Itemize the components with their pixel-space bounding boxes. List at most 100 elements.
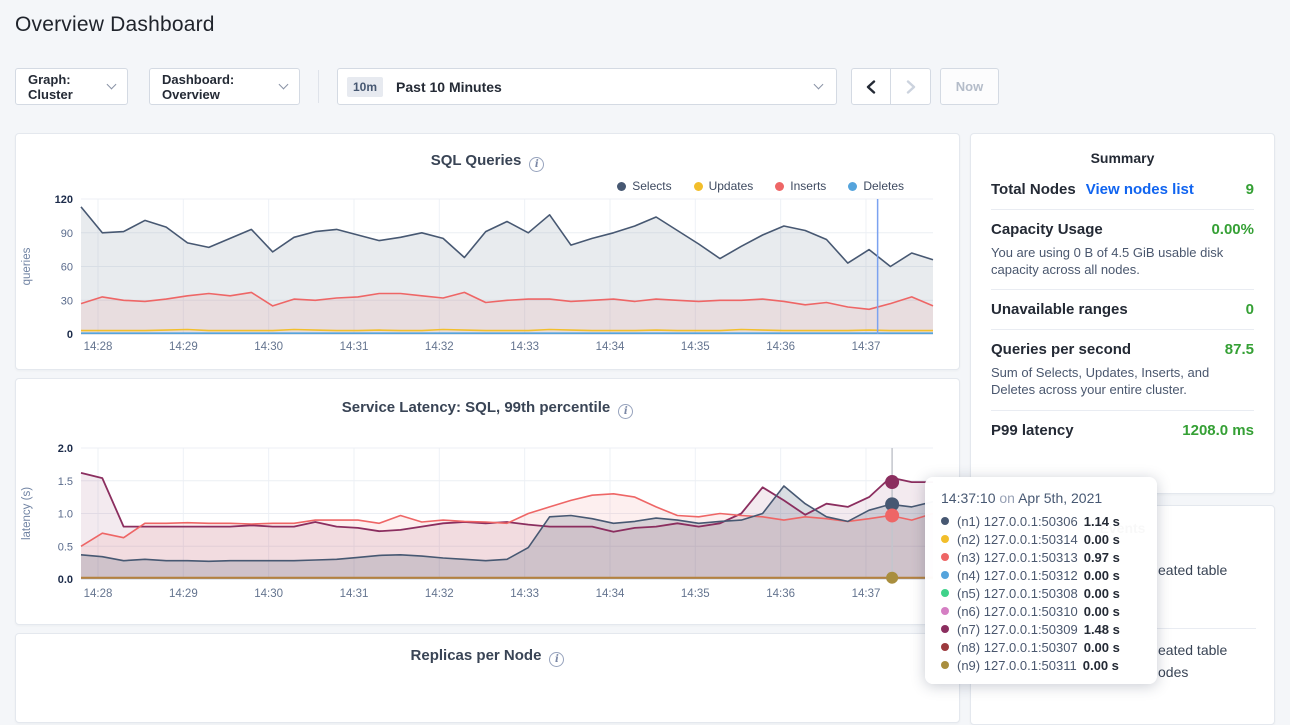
- tooltip-node-label: (n9) 127.0.0.1:50311: [957, 658, 1077, 673]
- legend-item[interactable]: Updates: [694, 179, 754, 193]
- event-item[interactable]: eated table: [1158, 559, 1227, 581]
- summary-description: Sum of Selects, Updates, Inserts, and De…: [991, 364, 1254, 398]
- tooltip-node-value: 1.14 s: [1084, 514, 1120, 529]
- next-time-button[interactable]: [891, 69, 930, 104]
- svg-text:0: 0: [67, 329, 73, 341]
- now-button[interactable]: Now: [940, 68, 999, 105]
- summary-value: 1208.0 ms: [1182, 422, 1254, 439]
- svg-text:latency (s): latency (s): [21, 487, 33, 540]
- chevron-down-icon: [814, 80, 824, 90]
- summary-value: 9: [1246, 181, 1254, 198]
- tooltip-node-label: (n7) 127.0.0.1:50309: [957, 622, 1078, 637]
- summary-row: Capacity Usage 0.00% You are using 0 B of …: [991, 209, 1254, 289]
- summary-description: You are using 0 B of 4.5 GiB usable disk…: [991, 244, 1254, 278]
- legend-item[interactable]: Deletes: [848, 179, 904, 193]
- tooltip-time: 14:37:10: [941, 490, 996, 506]
- time-range-label: Past 10 Minutes: [396, 79, 502, 95]
- tooltip-node-label: (n5) 127.0.0.1:50308: [957, 586, 1078, 601]
- service-latency-panel: 14:2814:2914:3014:3114:3214:3314:3414:35…: [15, 378, 960, 625]
- svg-text:30: 30: [61, 295, 73, 307]
- legend-dot-icon: [617, 182, 626, 191]
- chart-title-text: Service Latency: SQL, 99th percentile: [342, 399, 610, 416]
- summary-label: Total Nodes: [991, 181, 1076, 198]
- tooltip-row: (n8) 127.0.0.1:50307 0.00 s: [941, 638, 1141, 656]
- node-dot-icon: [941, 535, 949, 543]
- chart-title-text: SQL Queries: [431, 152, 522, 169]
- node-dot-icon: [941, 589, 949, 597]
- page-title: Overview Dashboard: [15, 13, 215, 37]
- summary-row: Queries per second87.5Sum of Selects, Up…: [991, 329, 1254, 409]
- svg-text:14:36: 14:36: [766, 341, 795, 353]
- dashboard-dropdown[interactable]: Dashboard: Overview: [149, 68, 300, 105]
- tooltip-rows: (n1) 127.0.0.1:503061.14 s(n2) 127.0.0.1…: [941, 512, 1141, 674]
- svg-text:2.0: 2.0: [58, 443, 73, 455]
- tooltip-node-label: (n4) 127.0.0.1:50312: [957, 568, 1078, 583]
- tooltip-row: (n9) 127.0.0.1:503110.00 s: [941, 656, 1141, 674]
- toolbar-divider: [318, 70, 319, 103]
- event-text: eated table: [1158, 639, 1227, 661]
- replicas-panel: Replicas per Nodei: [15, 633, 960, 723]
- info-icon[interactable]: i: [549, 652, 564, 667]
- chevron-down-icon: [107, 80, 117, 90]
- tooltip-node-label: (n3) 127.0.0.1:50313: [957, 550, 1078, 565]
- tooltip-on: on: [999, 490, 1015, 506]
- summary-label: P99 latency: [991, 422, 1074, 439]
- tooltip-row: (n2) 127.0.0.1:50314 0.00 s: [941, 530, 1141, 548]
- legend-label: Updates: [709, 179, 754, 193]
- legend-item[interactable]: Selects: [617, 179, 671, 193]
- legend-item[interactable]: Inserts: [775, 179, 826, 193]
- tooltip-node-value: 0.00 s: [1084, 640, 1120, 655]
- event-item[interactable]: eated tableodes: [1158, 639, 1227, 683]
- node-dot-icon: [941, 643, 949, 651]
- node-dot-icon: [941, 607, 949, 615]
- summary-label: Capacity Usage: [991, 221, 1103, 238]
- event-text: eated table: [1158, 559, 1227, 581]
- tooltip-row: (n3) 127.0.0.1:50313 0.97 s: [941, 548, 1141, 566]
- svg-text:60: 60: [61, 262, 73, 274]
- toolbar: Graph: Cluster Dashboard: Overview 10m P…: [15, 68, 999, 105]
- legend-dot-icon: [694, 182, 703, 191]
- svg-text:14:35: 14:35: [681, 588, 710, 600]
- legend-dot-icon: [775, 182, 784, 191]
- chart-tooltip: 14:37:10 on Apr 5th, 2021 (n1) 127.0.0.1…: [925, 477, 1157, 684]
- graph-dropdown[interactable]: Graph: Cluster: [15, 68, 128, 105]
- time-nav: [851, 68, 931, 105]
- tooltip-node-label: (n2) 127.0.0.1:50314: [957, 532, 1078, 547]
- time-range-badge: 10m: [347, 77, 383, 97]
- svg-text:14:33: 14:33: [510, 588, 539, 600]
- svg-text:1.0: 1.0: [58, 509, 73, 521]
- view-nodes-link[interactable]: View nodes list: [1086, 181, 1194, 198]
- node-dot-icon: [941, 571, 949, 579]
- tooltip-node-label: (n8) 127.0.0.1:50307: [957, 640, 1078, 655]
- svg-text:14:28: 14:28: [84, 588, 113, 600]
- summary-value: 87.5: [1225, 341, 1254, 358]
- node-dot-icon: [941, 625, 949, 633]
- legend-label: Inserts: [790, 179, 826, 193]
- legend-dot-icon: [848, 182, 857, 191]
- time-range-selector[interactable]: 10m Past 10 Minutes: [337, 68, 837, 105]
- info-icon[interactable]: i: [529, 157, 544, 172]
- tooltip-node-label: (n6) 127.0.0.1:50310: [957, 604, 1078, 619]
- svg-text:14:31: 14:31: [340, 588, 369, 600]
- tooltip-node-value: 1.48 s: [1084, 622, 1120, 637]
- svg-text:14:37: 14:37: [852, 341, 881, 353]
- chart-title: Replicas per Nodei: [16, 647, 959, 667]
- summary-label: Unavailable ranges: [991, 301, 1128, 318]
- tooltip-header: 14:37:10 on Apr 5th, 2021: [941, 490, 1141, 506]
- node-dot-icon: [941, 517, 949, 525]
- svg-text:14:30: 14:30: [254, 341, 283, 353]
- tooltip-node-label: (n1) 127.0.0.1:50306: [957, 514, 1078, 529]
- tooltip-row: (n1) 127.0.0.1:50306 1.14 s: [941, 512, 1141, 530]
- svg-text:14:32: 14:32: [425, 341, 454, 353]
- summary-title: Summary: [971, 150, 1274, 166]
- tooltip-node-value: 0.00 s: [1084, 532, 1120, 547]
- prev-time-button[interactable]: [852, 69, 891, 104]
- summary-value: 0.00%: [1211, 221, 1254, 238]
- info-icon[interactable]: i: [618, 404, 633, 419]
- summary-row: Total Nodes View nodes list 9: [991, 170, 1254, 209]
- legend-label: Selects: [632, 179, 671, 193]
- tooltip-date: Apr 5th, 2021: [1018, 490, 1102, 506]
- graph-dropdown-label: Graph: Cluster: [28, 72, 108, 102]
- tooltip-node-value: 0.97 s: [1084, 550, 1120, 565]
- tooltip-row: (n7) 127.0.0.1:50309 1.48 s: [941, 620, 1141, 638]
